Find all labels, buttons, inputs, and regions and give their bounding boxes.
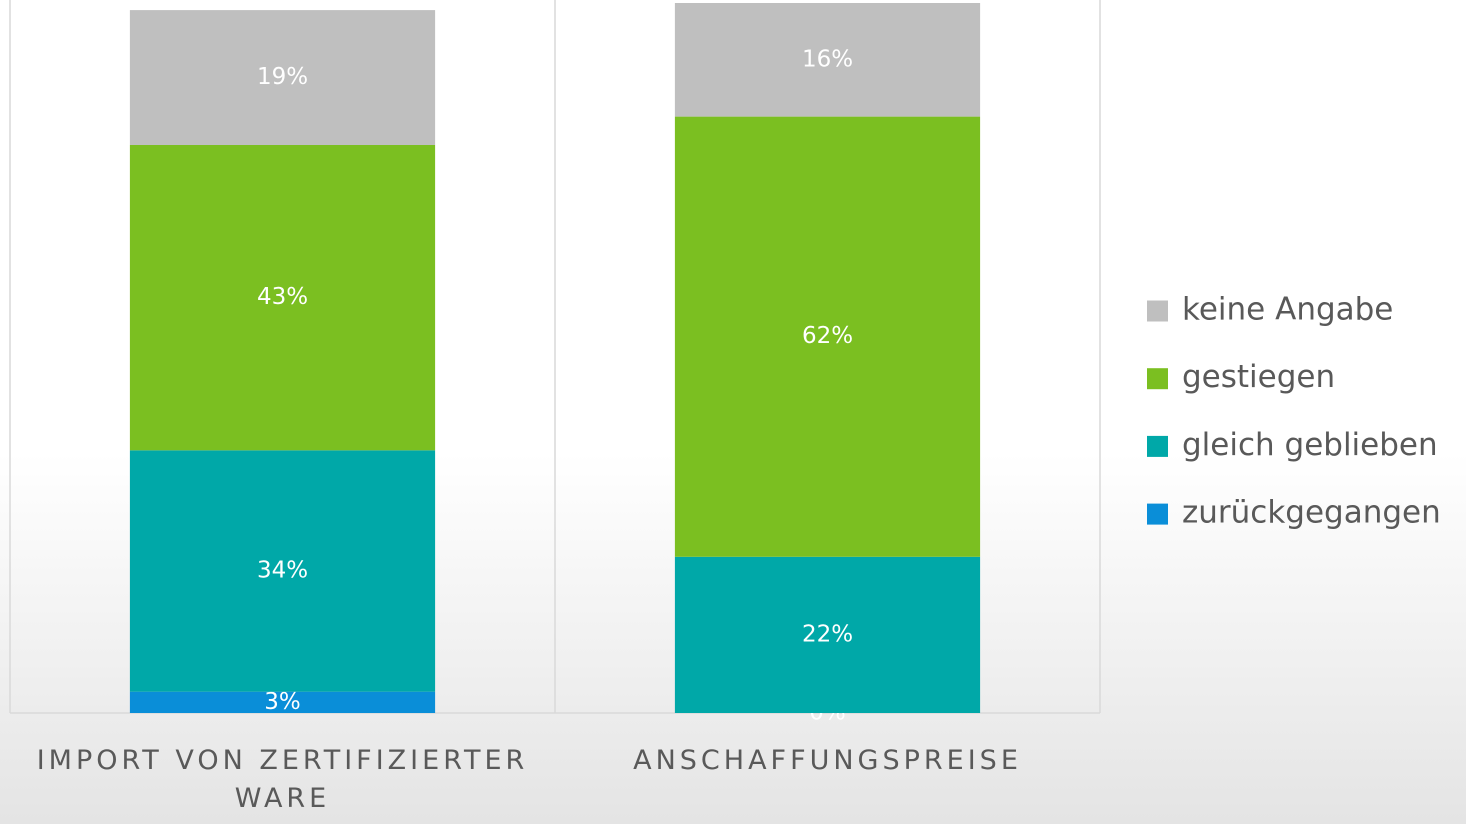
data-label: 43% — [257, 284, 308, 310]
legend-label: zurückgegangen — [1182, 495, 1441, 531]
legend-swatch — [1147, 503, 1168, 525]
data-label: 22% — [802, 621, 853, 647]
bar-segment — [129, 145, 436, 451]
data-label: 3% — [264, 689, 301, 715]
bar-segment — [129, 691, 436, 713]
x-tick-label: IMPORT VON ZERTIFIZIERTER WARE — [36, 745, 529, 814]
data-label: 16% — [802, 46, 853, 72]
x-tick-label: ANSCHAFFUNGSPREISE — [633, 745, 1022, 776]
bar-segment — [129, 450, 436, 692]
legend-label: gleich geblieben — [1182, 427, 1438, 463]
data-label: 19% — [257, 64, 308, 90]
bar-segment — [674, 116, 981, 557]
legend-label: keine Angabe — [1182, 292, 1393, 328]
bar-segment — [129, 10, 436, 145]
legend-swatch — [1147, 435, 1168, 457]
data-label: 34% — [257, 558, 308, 584]
legend-swatch — [1147, 368, 1168, 390]
legend-label: gestiegen — [1182, 359, 1335, 395]
bar-segment — [674, 3, 981, 117]
legend-swatch — [1147, 300, 1168, 322]
bar-segment — [674, 556, 981, 713]
data-label: 62% — [802, 323, 853, 349]
